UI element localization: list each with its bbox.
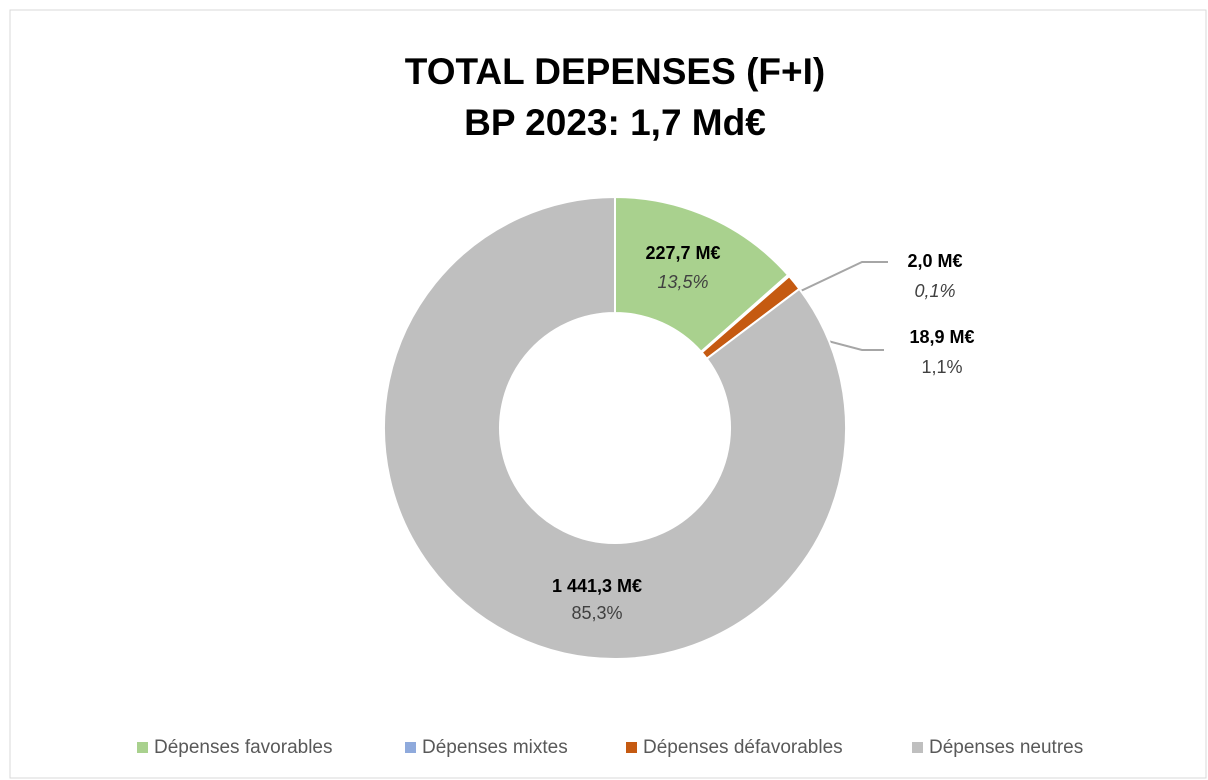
data-label: 18,9 M€ [909,327,974,347]
data-label: 1 441,3 M€ [552,576,642,596]
data-label: 227,7 M€ [645,243,720,263]
percent-label: 13,5% [657,272,708,292]
legend-swatch [912,742,923,753]
data-label: 2,0 M€ [907,251,962,271]
legend-label: Dépenses mixtes [422,737,568,758]
percent-label: 0,1% [914,281,955,301]
legend-swatch [137,742,148,753]
chart-subtitle: BP 2023: 1,7 Md€ [464,102,766,143]
percent-label: 85,3% [571,603,622,623]
legend-label: Dépenses favorables [154,737,333,758]
legend-label: Dépenses neutres [929,737,1083,758]
legend-swatch [405,742,416,753]
legend-label: Dépenses défavorables [643,737,843,758]
legend-swatch [626,742,637,753]
percent-label: 1,1% [921,357,962,377]
chart-title: TOTAL DEPENSES (F+I) [405,51,825,92]
donut-slice [383,195,847,660]
